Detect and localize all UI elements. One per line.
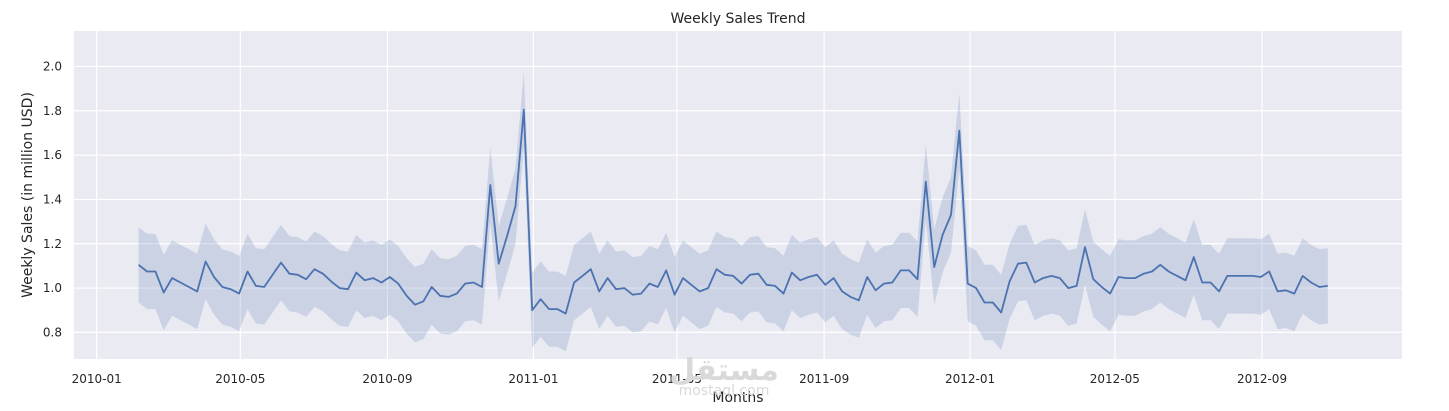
y-tick-label: 1.4 (43, 192, 62, 206)
y-tick-label: 1.8 (43, 104, 62, 118)
y-tick-label: 1.2 (43, 237, 62, 251)
x-axis-label: Months (712, 390, 763, 406)
series-line (138, 108, 1328, 315)
watermark-logo-text: مستقل (669, 353, 779, 388)
y-tick-label: 1.0 (43, 281, 62, 295)
y-axis-label: Weekly Sales (in million USD) (20, 92, 36, 298)
x-axis-ticks: 2010-01 2010-05 2010-09 2011-01 2011-05 2011-… (72, 372, 1287, 386)
x-tick-label: 2012-09 (1237, 372, 1287, 386)
confidence-band (138, 72, 1328, 352)
x-tick-label: 2012-05 (1090, 372, 1140, 386)
x-tick-label: 2011-09 (799, 372, 849, 386)
x-tick-label: 2010-01 (72, 372, 122, 386)
chart-title: Weekly Sales Trend (670, 11, 805, 27)
y-tick-label: 0.8 (43, 325, 62, 339)
y-tick-label: 2.0 (43, 59, 62, 73)
plot-area (74, 31, 1402, 359)
grid-lines (74, 31, 1402, 359)
x-tick-label: 2010-09 (362, 372, 412, 386)
y-tick-label: 1.6 (43, 148, 62, 162)
x-tick-label: 2011-05 (652, 372, 702, 386)
x-tick-label: 2010-05 (215, 372, 265, 386)
y-axis-ticks: 0.8 1.0 1.2 1.4 1.6 1.8 2.0 (43, 59, 62, 339)
watermark-url-text: mostaql.com (679, 383, 770, 399)
x-tick-label: 2011-01 (508, 372, 558, 386)
x-tick-label: 2012-01 (945, 372, 995, 386)
